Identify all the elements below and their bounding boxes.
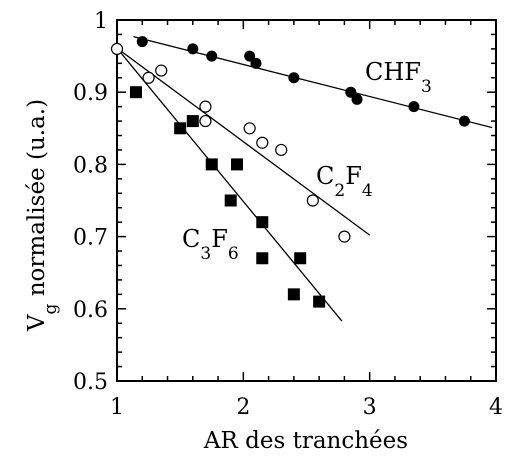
data-point-c2f4	[275, 143, 288, 157]
y-tick-label: 0.5	[73, 370, 108, 395]
x-tick-label: 1	[110, 395, 124, 420]
y-tick-label: 1	[94, 9, 108, 34]
data-point-c2f4	[243, 122, 256, 135]
data-point-c3f6	[174, 122, 187, 135]
y-tick-label: 0.7	[73, 226, 108, 251]
y-axis-label: Vg normalisée (u.a.)	[24, 99, 61, 332]
series-label-c2f4: C2F4	[316, 162, 373, 201]
data-point-c3f6	[231, 158, 244, 171]
data-point-c3f6	[205, 158, 218, 171]
data-point-c2f4	[338, 230, 351, 243]
data-point-chf3	[250, 57, 262, 69]
data-point-chf3	[244, 50, 256, 62]
data-point-c3f6	[287, 288, 300, 301]
data-point-c3f6	[256, 252, 269, 265]
y-tick-label: 0.8	[73, 153, 108, 178]
data-point-c3f6	[129, 86, 142, 99]
data-point-chf3	[345, 86, 357, 98]
data-point-c3f6	[186, 115, 199, 128]
data-point-chf3	[288, 72, 300, 84]
fit-line-c2f4	[116, 47, 371, 236]
data-point-c2f4	[142, 71, 155, 84]
data-point-c2f4	[199, 114, 212, 128]
fit-line-c3f6	[116, 47, 343, 322]
plot-frame	[116, 19, 497, 382]
data-point-c2f4	[199, 100, 212, 113]
fit-lines	[116, 35, 493, 322]
data-point-c3f6	[224, 194, 237, 207]
data-point-chf3	[187, 43, 199, 55]
data-point-c2f4	[306, 194, 319, 207]
data-point-chf3	[458, 115, 470, 127]
data-point-c2f4	[155, 64, 168, 77]
series-label-c3f6: C3F6	[182, 225, 239, 264]
data-point-c3f6	[256, 216, 269, 229]
series-label-chf3: CHF3	[365, 58, 432, 97]
x-tick-label: 2	[236, 395, 250, 420]
data-point-chf3	[351, 93, 363, 105]
data-points	[110, 36, 470, 308]
data-point-c2f4	[256, 136, 269, 149]
x-tick-label: 3	[363, 395, 377, 420]
y-tick-label: 0.9	[73, 81, 108, 106]
x-tick-label: 4	[489, 395, 503, 420]
y-tick-label: 0.6	[73, 298, 108, 323]
data-point-c3f6	[294, 252, 307, 265]
axis-ticks: 1 2 3 4 0.5 0.6 0.7 0.8 0.9 1	[73, 9, 503, 420]
data-point-chf3	[206, 50, 218, 62]
x-axis-label: AR des tranchées	[203, 428, 408, 454]
data-point-c2f4	[110, 42, 124, 55]
data-point-chf3	[136, 36, 148, 48]
fit-line-chf3	[133, 35, 493, 129]
data-point-c3f6	[313, 295, 326, 308]
data-point-chf3	[408, 101, 420, 113]
